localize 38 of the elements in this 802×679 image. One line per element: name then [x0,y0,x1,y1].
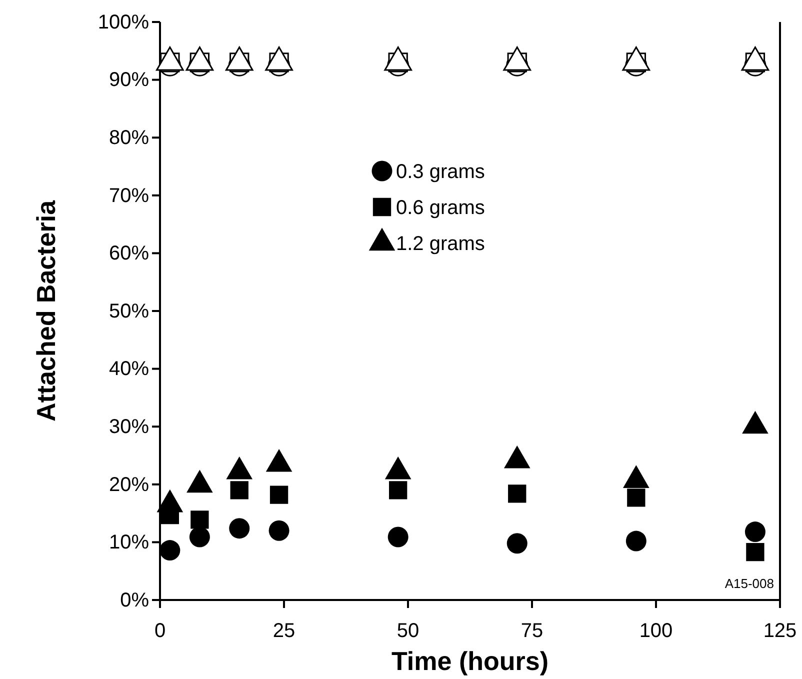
x-tick-label: 0 [154,620,166,642]
x-tick-label: 75 [520,620,544,642]
point [388,481,408,500]
legend-label: 1.2 grams [396,233,485,255]
y-axis-title: Attached Bacteria [31,200,61,422]
point [746,542,764,562]
y-tick-label: 30% [108,416,150,438]
point [229,518,250,539]
y-tick-label: 20% [108,474,150,496]
x-tick-label: 125 [763,620,797,642]
point [230,481,248,500]
point [160,540,180,561]
point [626,530,646,552]
y-tick-label: 70% [108,184,150,207]
x-tick-label: 50 [396,620,420,642]
y-tick-label: 50% [108,300,150,322]
y-tick-label: 80% [108,127,150,149]
y-tick-label: 100% [98,11,150,34]
x-tick-label: 100 [639,620,673,642]
legend-label: 0.6 grams [396,197,485,219]
y-tick-label: 10% [108,532,150,554]
point [508,484,526,503]
point [268,520,290,541]
point [506,533,528,554]
point [270,486,288,504]
y-tick-label: 0% [120,589,150,612]
point [627,488,646,507]
y-tick-label: 40% [108,358,150,380]
point [388,526,408,548]
point [744,522,766,542]
point [190,510,209,529]
y-tick-label: 90% [108,69,150,92]
x-axis-title: Time (hours) [392,646,548,676]
legend-label: 0.3 grams [396,161,485,183]
annotation: A15-008 [724,576,774,591]
point [189,526,210,548]
y-tick-label: 60% [108,242,150,265]
x-tick-label: 25 [272,620,296,642]
